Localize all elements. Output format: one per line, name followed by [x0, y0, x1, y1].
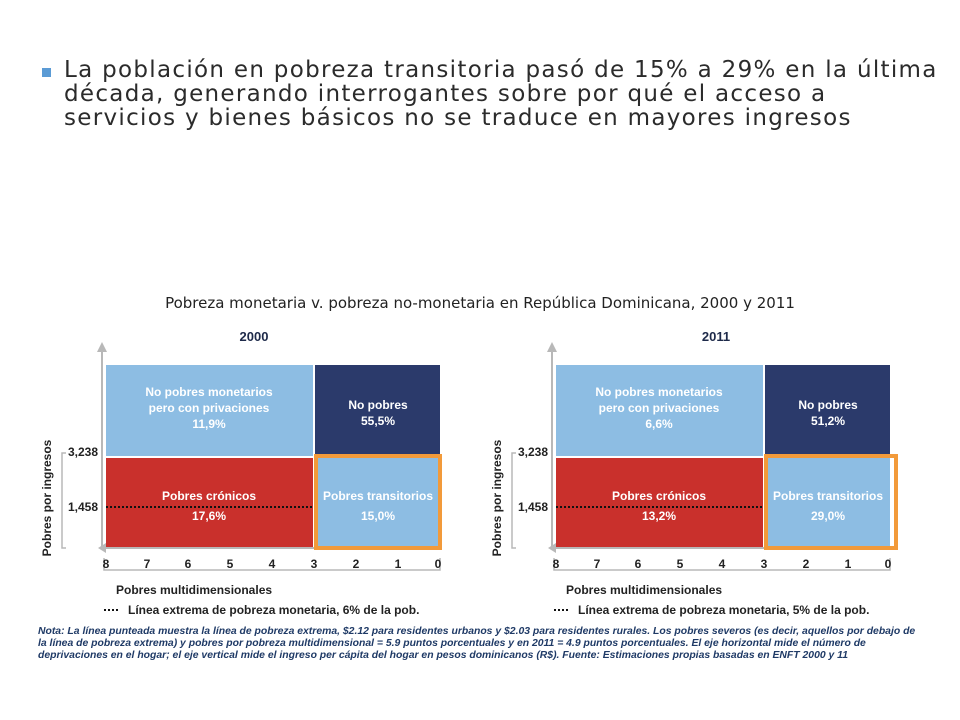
x-tick: 8 [553, 557, 560, 571]
x-ticks: 8 7 6 5 4 3 2 1 0 [103, 557, 442, 571]
y-tick-lower: 1,458 [68, 500, 98, 514]
footnote: Nota: La línea punteada muestra la línea… [38, 626, 916, 662]
x-axis-label: Pobres multidimensionales [566, 583, 722, 597]
x-tick: 7 [144, 557, 151, 571]
cell-top-right [765, 365, 890, 456]
cell-top-left-label2: pero con privaciones [149, 401, 270, 415]
cell-top-right-value: 51,2% [811, 414, 845, 428]
cell-bottom-left-label: Pobres crónicos [612, 489, 706, 503]
panel-year: 2000 [240, 329, 269, 344]
cell-bottom-left [556, 458, 763, 547]
cell-top-left-label2: pero con privaciones [599, 401, 720, 415]
y-tick-upper: 3,238 [68, 445, 98, 459]
cell-bottom-right-label: Pobres transitorios [323, 489, 433, 503]
cell-bottom-right [315, 458, 440, 547]
x-tick: 1 [845, 557, 852, 571]
y-axis-label: Pobres por ingresos [40, 439, 54, 556]
poverty-matrix-2000: 2000 No pobres monetarios pero con priva… [40, 329, 442, 617]
highlight-frame [314, 454, 442, 550]
panel-2000: 2000 No pobres monetarios pero con priva… [38, 322, 478, 626]
y-tick-lower: 1,458 [518, 500, 548, 514]
cell-top-left-label1: No pobres monetarios [595, 385, 723, 399]
x-tick: 4 [269, 557, 276, 571]
x-tick: 6 [635, 557, 642, 571]
x-tick: 6 [185, 557, 192, 571]
cell-bottom-left [106, 458, 313, 547]
y-axis-bracket [511, 452, 516, 549]
cell-top-left [106, 365, 313, 456]
x-tick: 7 [594, 557, 601, 571]
x-tick: 3 [311, 557, 318, 571]
x-tick: 5 [677, 557, 684, 571]
panel-2011: 2011 No pobres monetarios pero con priva… [488, 322, 928, 626]
panel-year: 2011 [702, 329, 730, 344]
cell-top-right [315, 365, 440, 456]
cell-bottom-right-value: 29,0% [811, 509, 845, 523]
cell-top-left-value: 6,6% [645, 417, 673, 431]
headline-text: La población en pobreza transitoria pasó… [64, 57, 938, 131]
cell-top-right-label: No pobres [798, 398, 858, 412]
figure-title: Pobreza monetaria v. pobreza no-monetari… [165, 294, 795, 312]
cell-bottom-left-label: Pobres crónicos [162, 489, 256, 503]
legend-text: Línea extrema de pobreza monetaria, 6% d… [128, 603, 419, 617]
x-tick: 5 [227, 557, 234, 571]
x-axis-bracket [553, 558, 891, 571]
y-axis-arrow-icon [547, 342, 557, 352]
highlight-frame [764, 454, 898, 550]
poverty-matrix-2011: 2011 No pobres monetarios pero con priva… [490, 329, 898, 617]
y-axis-bracket [61, 452, 66, 549]
y-tick-upper: 3,238 [518, 445, 548, 459]
y-axis-arrow-icon [97, 342, 107, 352]
bullet-square-icon [42, 68, 51, 77]
x-tick: 2 [803, 557, 810, 571]
x-tick: 8 [103, 557, 110, 571]
cell-bottom-left-value: 17,6% [192, 509, 226, 523]
cell-bottom-right [765, 458, 890, 547]
x-axis-label: Pobres multidimensionales [116, 583, 272, 597]
legend-text: Línea extrema de pobreza monetaria, 5% d… [578, 603, 869, 617]
cell-bottom-right-label: Pobres transitorios [773, 489, 883, 503]
x-tick: 3 [761, 557, 768, 571]
x-ticks: 8 7 6 5 4 3 2 1 0 [553, 557, 892, 571]
x-tick: 0 [885, 557, 892, 571]
cell-bottom-left-value: 13,2% [642, 509, 676, 523]
cell-top-left [556, 365, 763, 456]
x-tick: 4 [719, 557, 726, 571]
x-tick: 1 [395, 557, 402, 571]
x-tick: 2 [353, 557, 360, 571]
cell-top-left-value: 11,9% [192, 417, 226, 431]
y-axis-label: Pobres por ingresos [490, 439, 504, 556]
x-axis-bracket [103, 558, 441, 571]
cell-top-left-label1: No pobres monetarios [145, 385, 273, 399]
cell-top-right-value: 55,5% [361, 414, 395, 428]
x-axis-arrow-icon [548, 543, 556, 553]
cell-top-right-label: No pobres [348, 398, 408, 412]
x-tick: 0 [435, 557, 442, 571]
cell-bottom-right-value: 15,0% [361, 509, 395, 523]
x-axis-arrow-icon [98, 543, 106, 553]
